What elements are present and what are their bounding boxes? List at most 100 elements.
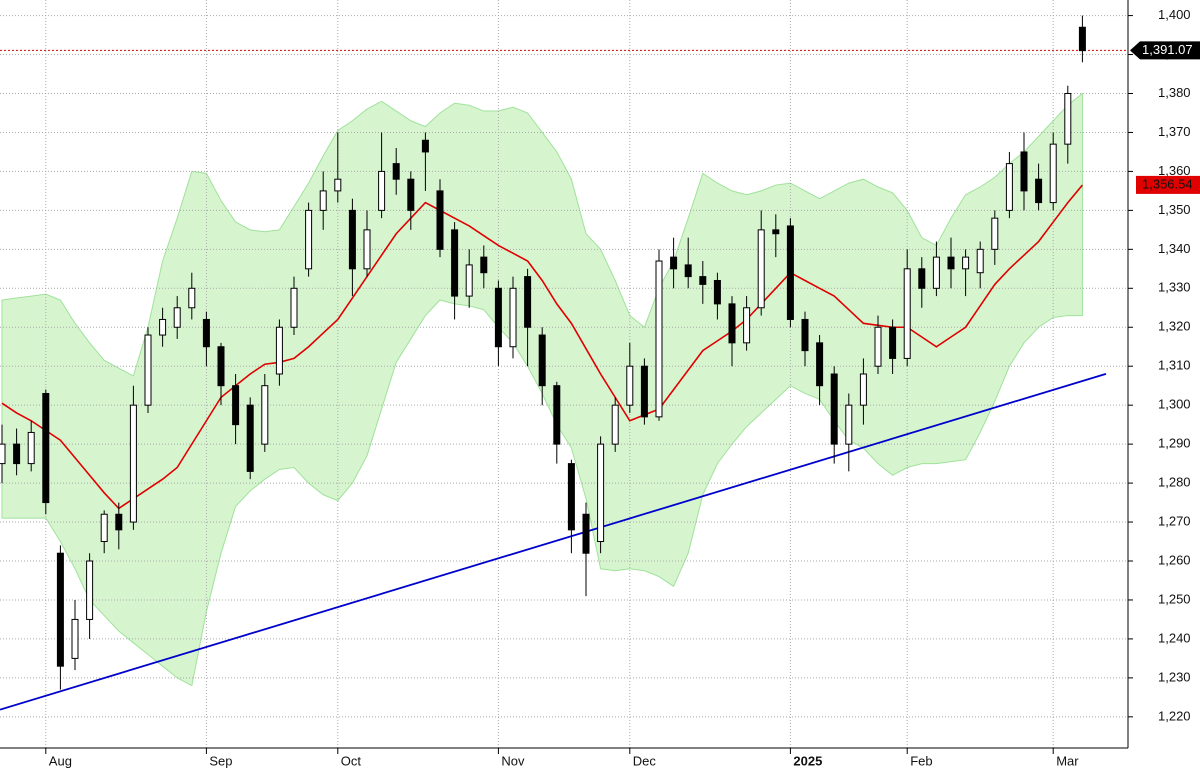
- candle-body: [713, 280, 721, 305]
- x-tick-label: Sep: [209, 753, 232, 768]
- candle-body: [728, 303, 736, 344]
- candle-body: [421, 139, 429, 153]
- candle-body: [976, 248, 984, 274]
- candle-body: [305, 209, 313, 270]
- y-tick-label: 1,260: [1158, 552, 1191, 567]
- x-tick-label: Mar: [1056, 753, 1079, 768]
- last-price-tag: [1130, 41, 1200, 60]
- candle-body: [538, 334, 546, 387]
- candle-body: [319, 190, 327, 211]
- candle-body: [509, 287, 517, 348]
- trendline: [0, 372, 1107, 711]
- y-tick-label: 1,270: [1158, 513, 1191, 528]
- candle-body: [1078, 26, 1086, 52]
- candle-body: [100, 513, 108, 543]
- y-tick-label: 1,300: [1158, 397, 1191, 412]
- candle-body: [261, 385, 269, 445]
- candle-body: [918, 268, 926, 289]
- candle-body: [202, 318, 210, 348]
- candle-body: [611, 404, 619, 445]
- candle-body: [378, 170, 386, 211]
- candle-body: [1064, 93, 1072, 145]
- y-tick-label: 1,290: [1158, 436, 1191, 451]
- candle-body: [801, 318, 809, 352]
- candle-body: [290, 287, 298, 328]
- candle-body: [582, 513, 590, 554]
- x-tick-label: 2025: [793, 753, 822, 768]
- candle-body: [786, 225, 794, 320]
- candle-body: [1049, 143, 1057, 204]
- candle-body: [115, 513, 123, 531]
- candle-body: [407, 178, 415, 211]
- candle-body: [436, 190, 444, 250]
- candle-body: [275, 326, 283, 375]
- x-tick-label: Oct: [341, 753, 362, 768]
- x-tick-label: Nov: [501, 753, 525, 768]
- y-tick-label: 1,320: [1158, 319, 1191, 334]
- candle-body: [903, 268, 911, 359]
- candle-body: [246, 404, 254, 472]
- candle-body: [13, 443, 21, 465]
- candle-body: [188, 287, 196, 309]
- last-price-label: 1,391.07: [1142, 42, 1193, 57]
- candle-body: [670, 256, 678, 270]
- candle-body: [626, 365, 634, 406]
- candle-body: [991, 217, 999, 250]
- y-tick-label: 1,340: [1158, 241, 1191, 256]
- candle-body: [56, 552, 64, 667]
- candle-body: [640, 365, 648, 418]
- candle-body: [932, 256, 940, 289]
- candle-body: [494, 287, 502, 348]
- y-tick-label: 1,370: [1158, 124, 1191, 139]
- candle-body: [27, 431, 35, 465]
- candle-body: [830, 373, 838, 445]
- y-tick-label: 1,380: [1158, 85, 1191, 100]
- candle-body: [159, 318, 167, 336]
- y-tick-label: 1,350: [1158, 202, 1191, 217]
- x-tick-label: Dec: [633, 753, 657, 768]
- candle-body: [816, 342, 824, 387]
- ma-tag: [1136, 175, 1200, 194]
- candle-body: [129, 404, 137, 523]
- candle-body: [451, 229, 459, 297]
- x-tick-label: Feb: [910, 753, 932, 768]
- candle-body: [962, 256, 970, 270]
- candle-body: [524, 276, 532, 328]
- candle-body: [772, 229, 780, 235]
- candle-body: [232, 385, 240, 426]
- candle-body: [874, 326, 882, 367]
- candle-body: [684, 264, 692, 278]
- candle-body: [334, 178, 342, 192]
- candle-body: [889, 326, 897, 359]
- moving-average: [1, 184, 1084, 510]
- candle-body: [597, 443, 605, 543]
- y-tick-label: 1,230: [1158, 669, 1191, 684]
- candle-body: [465, 264, 473, 297]
- candle-body: [947, 256, 955, 270]
- candle-body: [1035, 178, 1043, 204]
- x-tick-label: Aug: [49, 753, 72, 768]
- candle-body: [480, 256, 488, 274]
- candle-body: [845, 404, 853, 445]
- candle-body: [363, 229, 371, 270]
- candle-body: [1020, 151, 1028, 192]
- y-tick-label: 1,240: [1158, 630, 1191, 645]
- y-tick-label: 1,400: [1158, 7, 1191, 22]
- y-tick-label: 1,310: [1158, 358, 1191, 373]
- candle-body: [567, 463, 575, 531]
- candle-body: [743, 307, 751, 344]
- y-tick-label: 1,220: [1158, 708, 1191, 723]
- candle-body: [1005, 163, 1013, 211]
- candle-body: [173, 307, 181, 328]
- candle-body: [655, 260, 663, 418]
- candle-body: [0, 443, 6, 465]
- ma-label: 1,356.54: [1142, 176, 1193, 191]
- candle-body: [757, 229, 765, 309]
- candle-body: [42, 392, 50, 504]
- candle-body: [859, 373, 867, 406]
- candle-body: [144, 334, 152, 406]
- candle-body: [392, 163, 400, 180]
- candle-body: [71, 618, 79, 659]
- y-tick-label: 1,280: [1158, 475, 1191, 490]
- y-tick-label: 1,330: [1158, 280, 1191, 295]
